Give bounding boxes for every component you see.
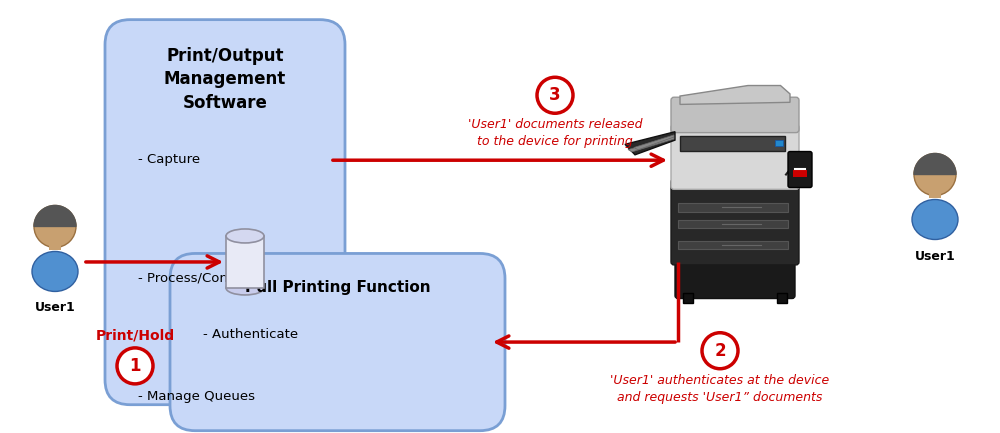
Bar <box>777 293 787 303</box>
FancyBboxPatch shape <box>105 19 345 405</box>
Circle shape <box>702 333 738 369</box>
Polygon shape <box>914 154 956 174</box>
Text: 'User1' documents released
to the device for printing: 'User1' documents released to the device… <box>468 118 642 148</box>
Polygon shape <box>634 135 674 150</box>
Bar <box>680 136 785 151</box>
Text: Print/Output
Management
Software: Print/Output Management Software <box>164 47 286 112</box>
Bar <box>683 293 693 303</box>
FancyBboxPatch shape <box>671 179 799 265</box>
Text: - Manage Queues: - Manage Queues <box>138 390 255 403</box>
Ellipse shape <box>32 252 78 291</box>
Text: - Authenticate: - Authenticate <box>203 328 298 341</box>
Text: 'User1' authenticates at the device
and requests 'User1” documents: 'User1' authenticates at the device and … <box>610 374 830 404</box>
FancyBboxPatch shape <box>671 97 799 132</box>
Text: Pull Printing Function: Pull Printing Function <box>245 281 430 295</box>
Ellipse shape <box>226 281 264 295</box>
Text: - Capture: - Capture <box>138 153 200 166</box>
Circle shape <box>914 154 956 196</box>
Polygon shape <box>625 132 675 155</box>
Circle shape <box>34 206 76 248</box>
Text: User1: User1 <box>915 249 955 262</box>
Bar <box>793 170 807 177</box>
Text: 3: 3 <box>549 86 561 104</box>
Bar <box>929 182 941 198</box>
FancyBboxPatch shape <box>671 125 799 189</box>
Polygon shape <box>628 137 674 152</box>
Text: User1: User1 <box>35 301 75 314</box>
Bar <box>226 236 264 288</box>
Text: 1: 1 <box>129 357 141 375</box>
Ellipse shape <box>912 200 958 239</box>
Text: Print/Hold: Print/Hold <box>95 329 175 343</box>
Bar <box>678 220 788 228</box>
Polygon shape <box>680 86 790 104</box>
FancyBboxPatch shape <box>675 255 795 298</box>
FancyBboxPatch shape <box>170 253 505 431</box>
Text: - Process/Convert: - Process/Convert <box>138 271 255 284</box>
FancyBboxPatch shape <box>788 152 812 187</box>
Bar <box>678 241 788 249</box>
Bar <box>678 203 788 211</box>
Polygon shape <box>34 206 76 226</box>
Circle shape <box>117 348 153 384</box>
Circle shape <box>537 77 573 113</box>
Ellipse shape <box>226 229 264 243</box>
Bar <box>49 234 61 250</box>
Text: 2: 2 <box>714 342 726 360</box>
Bar <box>775 140 783 146</box>
